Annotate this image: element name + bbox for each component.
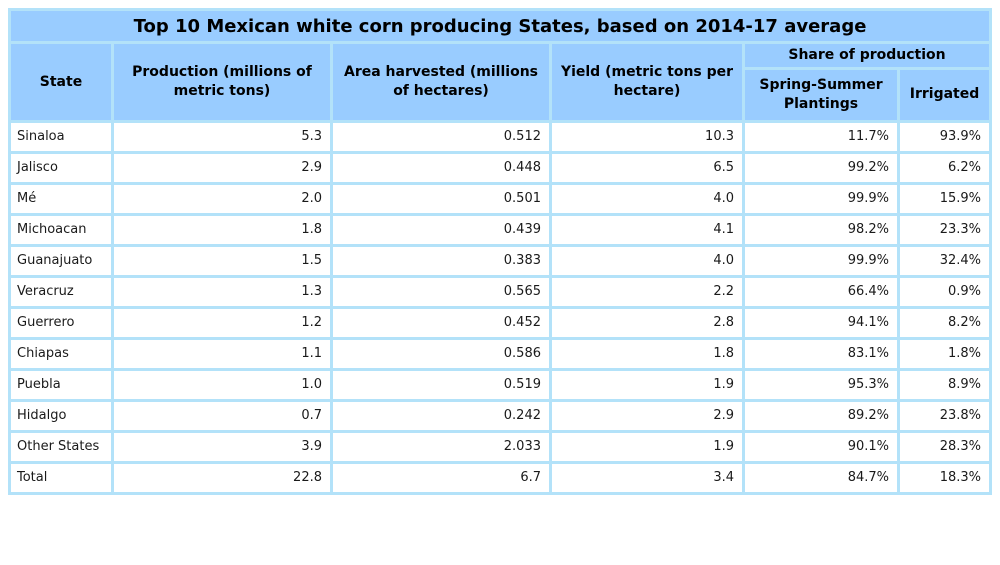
yield-cell: 4.0 [552, 184, 742, 213]
table-row: Sinaloa 5.3 0.512 10.3 11.7% 93.9% [11, 122, 990, 151]
table-row: Jalisco 2.9 0.448 6.5 99.2% 6.2% [11, 153, 990, 182]
irrigated-cell: 18.3% [900, 463, 990, 492]
state-cell: Other States [11, 432, 111, 461]
spring-summer-cell: 83.1% [745, 339, 897, 368]
area-cell: 0.586 [333, 339, 549, 368]
area-cell: 0.519 [333, 370, 549, 399]
spring-summer-cell: 84.7% [745, 463, 897, 492]
table-row: Guerrero 1.2 0.452 2.8 94.1% 8.2% [11, 308, 990, 337]
irrigated-cell: 6.2% [900, 153, 990, 182]
area-cell: 0.242 [333, 401, 549, 430]
yield-cell: 4.0 [552, 246, 742, 275]
column-header-share-of-production: Share of production [745, 44, 990, 67]
spring-summer-cell: 66.4% [745, 277, 897, 306]
irrigated-cell: 93.9% [900, 122, 990, 151]
area-cell: 0.512 [333, 122, 549, 151]
table-row: Veracruz 1.3 0.565 2.2 66.4% 0.9% [11, 277, 990, 306]
yield-cell: 3.4 [552, 463, 742, 492]
yield-cell: 2.8 [552, 308, 742, 337]
irrigated-cell: 28.3% [900, 432, 990, 461]
header-row-top: State Production (millions of metric ton… [11, 44, 990, 120]
production-cell: 1.3 [114, 277, 330, 306]
yield-cell: 2.9 [552, 401, 742, 430]
table-title: Top 10 Mexican white corn producing Stat… [11, 11, 990, 41]
area-cell: 0.452 [333, 308, 549, 337]
production-cell: 1.5 [114, 246, 330, 275]
table-row: Guanajuato 1.5 0.383 4.0 99.9% 32.4% [11, 246, 990, 275]
spring-summer-cell: 89.2% [745, 401, 897, 430]
irrigated-cell: 0.9% [900, 277, 990, 306]
production-cell: 1.2 [114, 308, 330, 337]
irrigated-cell: 32.4% [900, 246, 990, 275]
yield-cell: 1.9 [552, 370, 742, 399]
spring-summer-cell: 94.1% [745, 308, 897, 337]
table-row: Puebla 1.0 0.519 1.9 95.3% 8.9% [11, 370, 990, 399]
irrigated-cell: 23.8% [900, 401, 990, 430]
area-cell: 2.033 [333, 432, 549, 461]
area-cell: 0.565 [333, 277, 549, 306]
state-cell: Veracruz [11, 277, 111, 306]
area-cell: 0.439 [333, 215, 549, 244]
state-cell: Total [11, 463, 111, 492]
irrigated-cell: 8.9% [900, 370, 990, 399]
yield-cell: 10.3 [552, 122, 742, 151]
production-cell: 1.8 [114, 215, 330, 244]
production-cell: 0.7 [114, 401, 330, 430]
column-header-area-harvested: Area harvested (millions of hectares) [333, 44, 549, 120]
spring-summer-cell: 99.2% [745, 153, 897, 182]
state-cell: Guerrero [11, 308, 111, 337]
irrigated-cell: 1.8% [900, 339, 990, 368]
state-cell: Guanajuato [11, 246, 111, 275]
irrigated-cell: 23.3% [900, 215, 990, 244]
spring-summer-cell: 11.7% [745, 122, 897, 151]
column-header-yield: Yield (metric tons per hectare) [552, 44, 742, 120]
spring-summer-cell: 95.3% [745, 370, 897, 399]
production-cell: 1.1 [114, 339, 330, 368]
column-header-spring-summer-plantings: Spring-Summer Plantings [745, 69, 897, 120]
production-cell: 2.9 [114, 153, 330, 182]
column-header-state: State [11, 44, 111, 120]
area-cell: 6.7 [333, 463, 549, 492]
production-cell: 3.9 [114, 432, 330, 461]
table-row: Mé 2.0 0.501 4.0 99.9% 15.9% [11, 184, 990, 213]
yield-cell: 6.5 [552, 153, 742, 182]
production-cell: 1.0 [114, 370, 330, 399]
table-row: Chiapas 1.1 0.586 1.8 83.1% 1.8% [11, 339, 990, 368]
corn-production-table: Top 10 Mexican white corn producing Stat… [8, 8, 993, 495]
production-cell: 2.0 [114, 184, 330, 213]
irrigated-cell: 15.9% [900, 184, 990, 213]
total-row: Total 22.8 6.7 3.4 84.7% 18.3% [11, 463, 990, 492]
yield-cell: 1.8 [552, 339, 742, 368]
area-cell: 0.448 [333, 153, 549, 182]
title-row: Top 10 Mexican white corn producing Stat… [11, 11, 990, 41]
state-cell: Michoacan [11, 215, 111, 244]
area-cell: 0.501 [333, 184, 549, 213]
yield-cell: 2.2 [552, 277, 742, 306]
table-row: Other States 3.9 2.033 1.9 90.1% 28.3% [11, 432, 990, 461]
spring-summer-cell: 99.9% [745, 246, 897, 275]
production-cell: 22.8 [114, 463, 330, 492]
state-cell: Sinaloa [11, 122, 111, 151]
yield-cell: 1.9 [552, 432, 742, 461]
area-cell: 0.383 [333, 246, 549, 275]
header-row-sub: Spring-Summer Plantings Irrigated [11, 69, 990, 120]
state-cell: Hidalgo [11, 401, 111, 430]
column-header-irrigated: Irrigated [900, 69, 990, 120]
spring-summer-cell: 90.1% [745, 432, 897, 461]
state-cell: Puebla [11, 370, 111, 399]
irrigated-cell: 8.2% [900, 308, 990, 337]
production-cell: 5.3 [114, 122, 330, 151]
column-header-production: Production (millions of metric tons) [114, 44, 330, 120]
yield-cell: 4.1 [552, 215, 742, 244]
table-row: Michoacan 1.8 0.439 4.1 98.2% 23.3% [11, 215, 990, 244]
spring-summer-cell: 98.2% [745, 215, 897, 244]
state-cell: Chiapas [11, 339, 111, 368]
state-cell: Mé [11, 184, 111, 213]
state-cell: Jalisco [11, 153, 111, 182]
table-row: Hidalgo 0.7 0.242 2.9 89.2% 23.8% [11, 401, 990, 430]
spring-summer-cell: 99.9% [745, 184, 897, 213]
